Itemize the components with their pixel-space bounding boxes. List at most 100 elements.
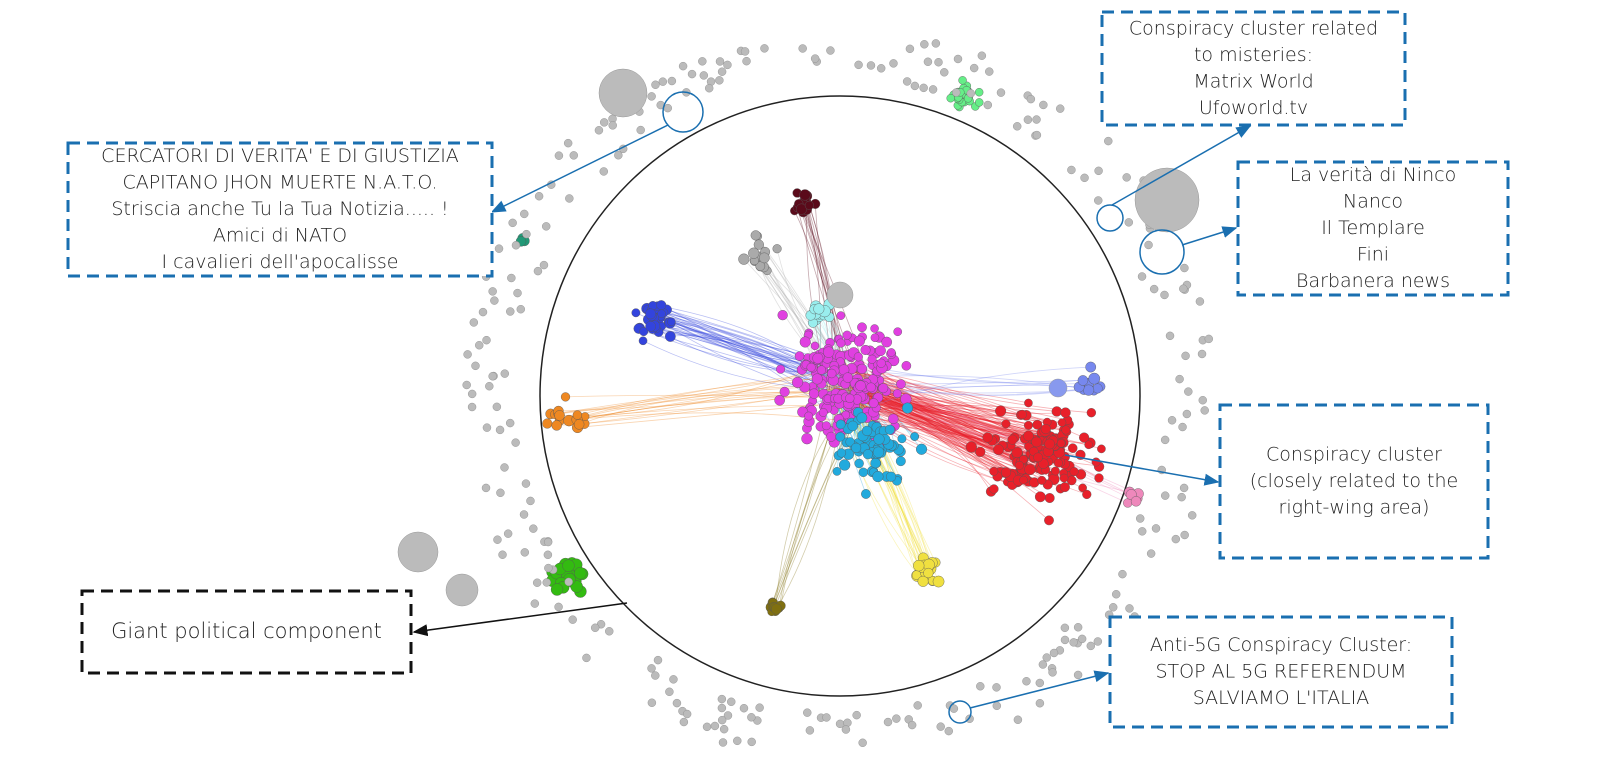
node [982, 432, 993, 443]
node [1073, 670, 1083, 680]
node [1038, 660, 1048, 669]
arrow [1111, 125, 1252, 206]
node [1138, 527, 1147, 536]
node [1039, 100, 1048, 110]
node [878, 383, 889, 394]
node [910, 81, 920, 91]
node [1069, 467, 1079, 477]
node [1032, 130, 1042, 140]
node [1130, 496, 1142, 507]
edge [880, 372, 1085, 438]
node [1023, 115, 1033, 124]
big-node [445, 573, 479, 607]
node [657, 309, 666, 319]
node [1032, 115, 1041, 124]
node [936, 722, 945, 731]
edge [649, 315, 816, 384]
node [494, 244, 504, 253]
node [861, 489, 871, 499]
node [1084, 440, 1093, 450]
node [813, 303, 825, 315]
node [638, 336, 648, 346]
annotation-text: I cavalieri dell'apocalisse [162, 251, 399, 273]
node [1077, 375, 1089, 386]
node [529, 524, 538, 533]
node [1067, 443, 1078, 453]
node [1180, 530, 1189, 540]
node [520, 548, 529, 557]
node [856, 363, 868, 375]
node [992, 701, 1002, 711]
node [678, 61, 688, 71]
node [841, 725, 851, 734]
node [521, 479, 531, 488]
node [482, 335, 491, 345]
node [727, 697, 736, 706]
edge [578, 392, 832, 425]
node [462, 380, 471, 390]
edge [559, 360, 833, 417]
node [993, 444, 1004, 456]
node [1136, 514, 1145, 523]
annotation-text: SALVIAMO L'ITALIA [1193, 687, 1370, 709]
node [663, 103, 672, 113]
node [884, 424, 895, 435]
node [1184, 387, 1193, 396]
node [826, 46, 835, 55]
node [631, 308, 641, 318]
edge [671, 321, 825, 387]
node [1198, 396, 1207, 405]
node [1049, 648, 1059, 658]
node [755, 703, 764, 712]
node [1093, 637, 1103, 646]
node [812, 352, 824, 364]
node [505, 418, 515, 428]
node [1026, 94, 1036, 104]
node [822, 713, 831, 722]
node [1188, 511, 1197, 520]
node [975, 98, 984, 107]
node [872, 446, 885, 458]
node [861, 425, 873, 437]
node [664, 331, 676, 342]
node [870, 324, 879, 333]
annotation-text: Barbanera news [1296, 270, 1450, 292]
node [717, 703, 727, 713]
node [902, 402, 914, 414]
node [892, 714, 901, 723]
node [895, 456, 906, 467]
node [590, 623, 600, 632]
node [1011, 446, 1023, 459]
node [883, 717, 893, 727]
node [569, 151, 578, 160]
node [875, 345, 886, 357]
node [723, 711, 733, 720]
node [755, 261, 766, 271]
node [1023, 420, 1033, 430]
node [719, 724, 729, 734]
node [605, 627, 614, 636]
node [1061, 425, 1071, 435]
annotation-text: CERCATORI DI VERITA' E DI GIUSTIZIA [101, 145, 459, 167]
node [853, 335, 865, 347]
node [1177, 492, 1186, 502]
big-node [1134, 167, 1200, 233]
annotation-text: Anti-5G Conspiracy Cluster: [1150, 634, 1412, 656]
node [1077, 634, 1087, 644]
node [1082, 489, 1092, 500]
node [658, 77, 668, 86]
highlight-circle [1096, 204, 1124, 232]
node [832, 467, 842, 476]
edge [844, 371, 1039, 448]
node [826, 368, 837, 379]
edge [578, 370, 844, 418]
node [1051, 406, 1062, 417]
node [952, 88, 961, 97]
node [975, 446, 986, 457]
edge [565, 394, 846, 399]
node [740, 47, 750, 56]
node [776, 364, 786, 374]
node [496, 488, 505, 498]
node [1124, 218, 1133, 227]
node [1037, 475, 1047, 485]
